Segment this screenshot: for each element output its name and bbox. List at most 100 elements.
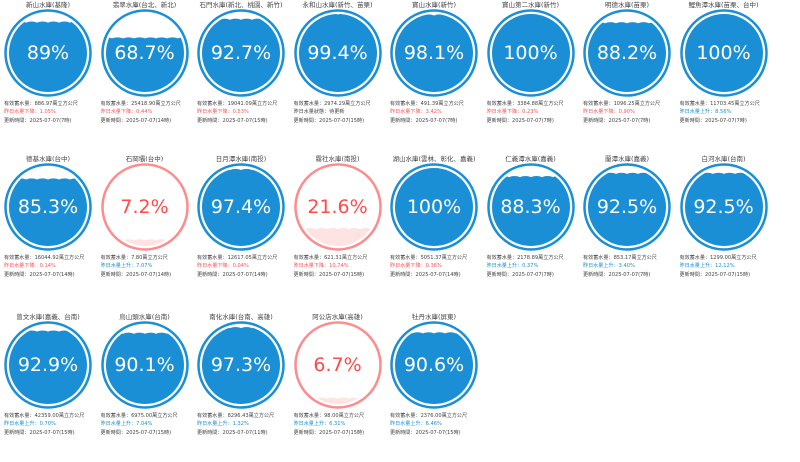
reservoir-card[interactable]: 明德水庫(苗栗) 88.2% 有效蓄水量：1096.25萬立方公尺 昨日水量下降：0.… xyxy=(579,0,675,150)
reservoir-card[interactable]: 白河水庫(台南) 92.5% 有效蓄水量：1299.00萬立方公尺 昨日水量上升：12… xyxy=(676,154,772,304)
daily-change: 昨日水量下降：10.74% xyxy=(293,263,349,270)
water-fill xyxy=(395,14,473,92)
update-time: 更新時間：2025-07-07(15時) xyxy=(4,429,75,436)
daily-change: 昨日水量下降：0.04% xyxy=(197,263,249,270)
update-time: 更新時間：2025-07-07(15時) xyxy=(197,117,268,124)
storage-percentage: 92.5% xyxy=(596,196,658,218)
reservoir-info: 有效蓄水量：853.17萬立方公尺 昨日水量上升：3.40% 更新時間：2025-0… xyxy=(583,254,677,279)
storage-percentage: 100% xyxy=(696,42,751,64)
daily-change: 昨日水量上升：1.32% xyxy=(197,421,249,428)
reservoir-info: 有效蓄水量：98.00萬立方公尺 昨日水量上升：6.31% 更新時間：2025-07… xyxy=(294,412,388,437)
reservoir-card[interactable]: 仁義潭水庫(嘉義) 88.3% 有效蓄水量：2178.89萬立方公尺 昨日水量上升：0… xyxy=(483,154,579,304)
effective-storage: 有效蓄水量：2974.29萬立方公尺 xyxy=(293,101,371,107)
reservoir-info: 有效蓄水量：19041.09萬立方公尺 昨日水量下降：0.53% 更新時間：2025… xyxy=(197,100,291,125)
reservoir-card[interactable]: 霧社水庫(南投) 21.6% 有效蓄水量：621.31萬立方公尺 昨日水量下降：10.… xyxy=(290,154,386,304)
gauge-ring xyxy=(293,321,382,409)
effective-storage: 有效蓄水量：12617.05萬立方公尺 xyxy=(197,255,278,261)
water-level-gauge: 97.4% xyxy=(197,163,285,251)
reservoir-card[interactable]: 日月潭水庫(南投) 97.4% 有效蓄水量：12617.05萬立方公尺 昨日水量下降：… xyxy=(193,154,289,304)
water-fill xyxy=(9,330,87,404)
storage-percentage: 92.7% xyxy=(210,42,272,64)
reservoir-name: 翡翠水庫(台北、新北) xyxy=(112,1,177,9)
effective-storage: 有效蓄水量：11703.45萬立方公尺 xyxy=(679,101,760,107)
reservoir-name: 烏山頭水庫(台南) xyxy=(119,313,170,321)
reservoir-name: 牡丹水庫(屏東) xyxy=(411,313,457,321)
storage-percentage: 68.7% xyxy=(114,42,175,64)
water-level-gauge: 6.7% xyxy=(293,321,382,409)
reservoir-card[interactable]: 鯉魚潭水庫(苗栗、台中) 100% 有效蓄水量：11703.45萬立方公尺 昨日水量上… xyxy=(676,0,772,150)
water-level-gauge: 100% xyxy=(486,9,575,97)
reservoir-info: 有效蓄水量：25418.90萬立方公尺 昨日水量下降：0.44% 更新時間：2025… xyxy=(101,100,195,125)
reservoir-card[interactable]: 牡丹水庫(屏東) 90.6% 有效蓄水量：2376.00萬立方公尺 昨日水量上升：6.… xyxy=(386,312,482,462)
storage-percentage: 97.3% xyxy=(210,354,272,376)
update-time: 更新時間：2025-07-07(7時) xyxy=(583,117,651,124)
update-time: 更新時間：2025-07-07(7時) xyxy=(390,117,458,124)
water-level-gauge: 7.2% xyxy=(100,163,189,251)
water-level-gauge: 98.1% xyxy=(390,9,478,97)
water-level-gauge: 99.4% xyxy=(293,9,382,97)
daily-change: 昨日水量上升：3.40% xyxy=(583,263,635,270)
update-time: 更新時間：2025-07-07(7時) xyxy=(679,117,747,124)
effective-storage: 有效蓄水量：853.17萬立方公尺 xyxy=(583,255,657,261)
storage-percentage: 90.6% xyxy=(403,354,465,376)
water-fill xyxy=(491,14,570,92)
update-time: 更新時間：2025-07-07(15時) xyxy=(293,117,365,124)
water-level-gauge: 88.3% xyxy=(486,163,575,251)
reservoir-card[interactable]: 湖山水庫(雲林、彰化、嘉義) 100% 有效蓄水量：5051.37萬立方公尺 昨日水量… xyxy=(386,154,482,304)
reservoir-info: 有效蓄水量：42359.00萬立方公尺 昨日水量上升：0.70% 更新時間：2025… xyxy=(4,412,98,437)
daily-change: 昨日水量上升：6.31% xyxy=(293,421,346,428)
reservoir-name: 寶山第二水庫(新竹) xyxy=(501,1,560,9)
water-level-gauge: 90.1% xyxy=(100,321,189,409)
reservoir-info: 有效蓄水量：1299.00萬立方公尺 昨日水量上升：12.12% 更新時間：2025… xyxy=(680,254,774,279)
water-fill xyxy=(298,14,377,92)
reservoir-card[interactable]: 烏山頭水庫(台南) 90.1% 有效蓄水量：6975.00萬立方公尺 昨日水量上升：7… xyxy=(97,312,193,462)
water-level-gauge: 88.2% xyxy=(583,9,671,97)
reservoir-card[interactable]: 翡翠水庫(台北、新北) 68.7% 有效蓄水量：25418.90萬立方公尺 昨日水量下… xyxy=(97,0,193,150)
reservoir-name: 寶山水庫(新竹) xyxy=(411,1,457,9)
reservoir-card[interactable]: 蘭潭水庫(嘉義) 92.5% 有效蓄水量：853.17萬立方公尺 昨日水量上升：3.4… xyxy=(579,154,675,304)
storage-percentage: 6.7% xyxy=(313,354,362,376)
update-time: 更新時間：2025-07-07(14時) xyxy=(197,271,268,278)
reservoir-info: 有效蓄水量：2376.00萬立方公尺 昨日水量上升：6.46% 更新時間：2025-… xyxy=(390,412,484,437)
reservoir-card[interactable]: 曾文水庫(嘉義、台南) 92.9% 有效蓄水量：42359.00萬立方公尺 昨日水量上… xyxy=(0,312,96,462)
storage-percentage: 88.2% xyxy=(596,42,658,64)
effective-storage: 有效蓄水量：2178.89萬立方公尺 xyxy=(486,255,564,261)
update-time: 更新時間：2025-07-07(14時) xyxy=(4,271,75,278)
water-level-gauge: 68.7% xyxy=(100,9,189,97)
update-time: 更新時間：2025-07-07(15時) xyxy=(100,429,172,436)
reservoir-name: 湖山水庫(雲林、彰化、嘉義) xyxy=(392,155,476,163)
daily-change: 昨日水量上升：7.07% xyxy=(100,263,153,270)
reservoir-card[interactable]: 德基水庫(台中) 85.3% 有效蓄水量：16044.92萬立方公尺 昨日水量下降：0… xyxy=(0,154,96,304)
daily-change: 昨日水量上升：0.37% xyxy=(486,263,539,270)
water-level-gauge: 92.5% xyxy=(583,163,671,251)
reservoir-card[interactable]: 石門水庫(新北、桃園、新竹) 92.7% 有效蓄水量：19041.09萬立方公尺 昨日… xyxy=(193,0,289,150)
update-time: 更新時間：2025-07-07(14時) xyxy=(390,271,461,278)
reservoir-name: 南化水庫(台南、高雄) xyxy=(209,313,273,321)
water-level-gauge: 92.5% xyxy=(679,163,768,251)
effective-storage: 有效蓄水量：16044.92萬立方公尺 xyxy=(4,255,85,261)
daily-change: 昨日水量下降：3.42% xyxy=(390,109,442,116)
update-time: 更新時間：2025-07-07(7時) xyxy=(486,271,554,278)
water-level-gauge: 92.9% xyxy=(4,321,92,409)
reservoir-name: 阿公店水庫(高雄) xyxy=(312,313,363,321)
reservoir-card[interactable]: 石岡壩(台中) 7.2% 有效蓄水量：7.80萬立方公尺 昨日水量上升：7.07% 更新… xyxy=(97,154,193,304)
reservoir-info: 有效蓄水量：491.39萬立方公尺 昨日水量下降：3.42% 更新時間：2025-0… xyxy=(390,100,484,125)
water-level-gauge: 100% xyxy=(390,163,478,251)
daily-change: 昨日水量上升：8.56% xyxy=(679,109,732,116)
water-level-gauge: 92.7% xyxy=(197,9,285,97)
daily-change: 昨日水量下降：0.90% xyxy=(583,109,635,116)
reservoir-card[interactable]: 永和山水庫(新竹、苗栗) 99.4% 有效蓄水量：2974.29萬立方公尺 昨日水量狀… xyxy=(290,0,386,150)
reservoir-card[interactable]: 阿公店水庫(高雄) 6.7% 有效蓄水量：98.00萬立方公尺 昨日水量上升：6.31… xyxy=(290,312,386,462)
reservoir-name: 霧社水庫(南投) xyxy=(315,155,360,163)
water-level-gauge: 97.3% xyxy=(197,321,285,409)
storage-percentage: 100% xyxy=(503,42,558,64)
effective-storage: 有效蓄水量：3384.88萬立方公尺 xyxy=(486,101,564,107)
reservoir-info: 有效蓄水量：16044.92萬立方公尺 昨日水量下降：0.14% 更新時間：2025… xyxy=(4,254,98,279)
reservoir-card[interactable]: 寶山第二水庫(新竹) 100% 有效蓄水量：3384.88萬立方公尺 昨日水量下降：0… xyxy=(483,0,579,150)
update-time: 更新時間：2025-07-07(15時) xyxy=(293,271,365,278)
reservoir-card[interactable]: 南化水庫(台南、高雄) 97.3% 有效蓄水量：8296.43萬立方公尺 昨日水量上升… xyxy=(193,312,289,462)
reservoir-info: 有效蓄水量：5051.37萬立方公尺 昨日水量下降：0.36% 更新時間：2025-… xyxy=(390,254,484,279)
reservoir-card[interactable]: 寶山水庫(新竹) 98.1% 有效蓄水量：491.39萬立方公尺 昨日水量下降：3.4… xyxy=(386,0,482,150)
reservoir-card[interactable]: 新山水庫(基隆) 89% 有效蓄水量：886.97萬立方公尺 昨日水量下降：1.05%… xyxy=(0,0,96,150)
effective-storage: 有效蓄水量：1096.25萬立方公尺 xyxy=(583,101,661,107)
